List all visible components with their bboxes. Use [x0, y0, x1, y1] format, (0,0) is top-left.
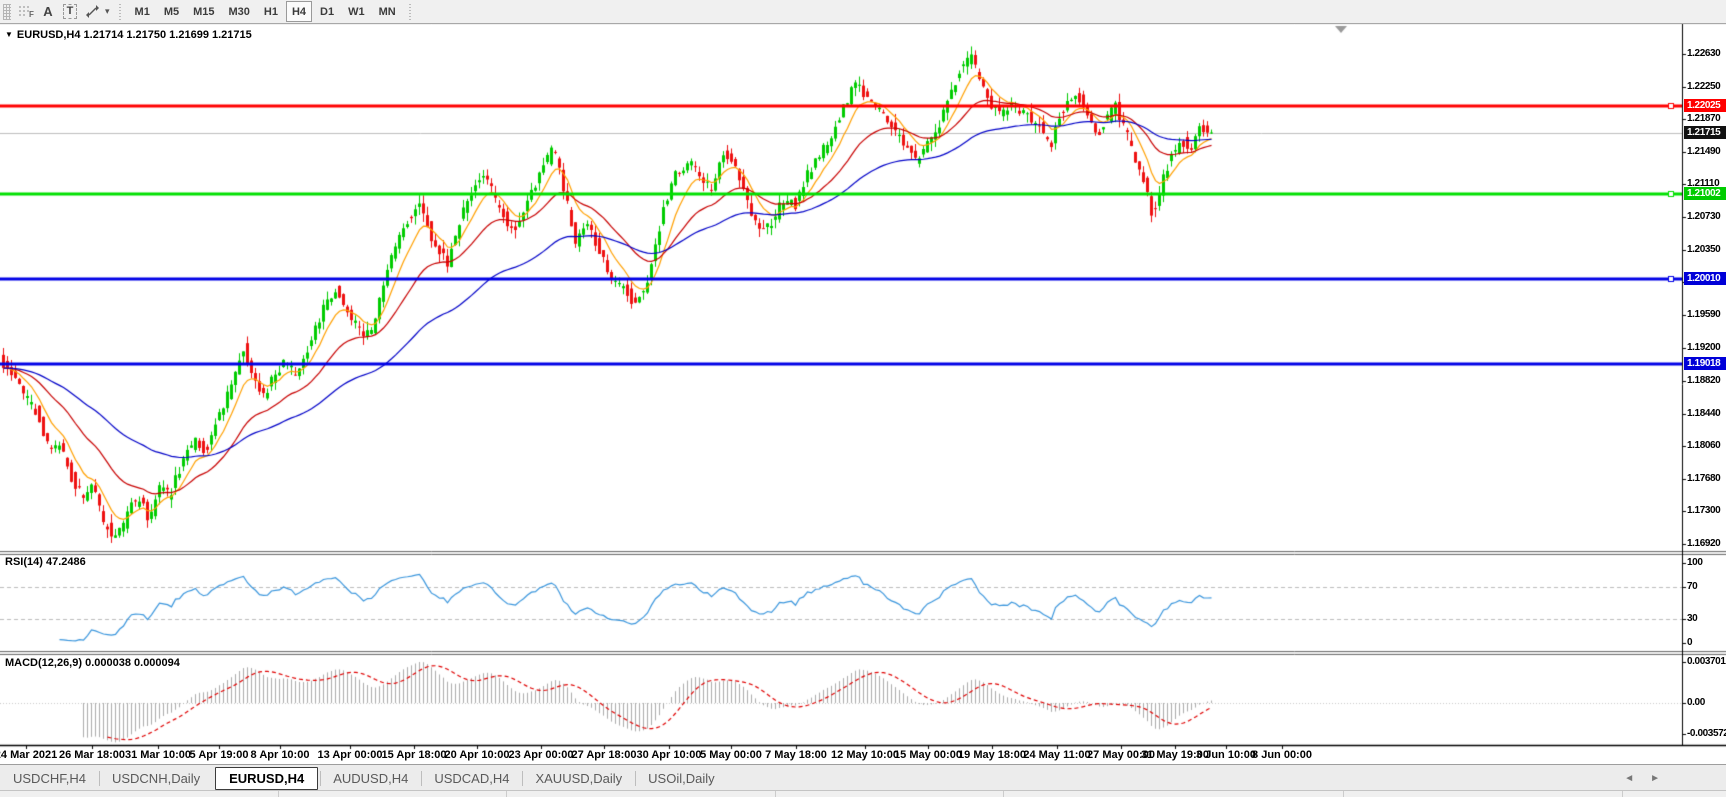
price-tick-label: 1.18060 — [1687, 440, 1721, 452]
tab-scroll-right-icon[interactable]: ► — [1650, 772, 1660, 784]
price-tick-label: 1.22630 — [1687, 48, 1721, 59]
time-axis-label: 31 Mar 10:00 — [124, 749, 192, 761]
status-strip-separator — [775, 791, 776, 797]
price-tick-label: 1.22250 — [1687, 80, 1721, 92]
time-axis-label: 13 Apr 00:00 — [317, 749, 383, 761]
time-axis-label: 5 Apr 19:00 — [189, 749, 249, 761]
time-axis-label: 8 Apr 10:00 — [250, 749, 310, 761]
time-axis-label: 24 May 11:00 — [1023, 749, 1091, 761]
rsi-tick-label: 30 — [1687, 613, 1698, 624]
rsi-tick-label: 0 — [1687, 637, 1693, 648]
chart-tab-usdchf[interactable]: USDCHF,H4 — [13, 770, 86, 786]
rsi-tick-label: 70 — [1687, 581, 1698, 592]
time-axis-label: 26 Mar 18:00 — [58, 749, 126, 761]
status-strip-separator — [1003, 791, 1004, 797]
text-tool-t-icon[interactable]: T — [59, 2, 81, 22]
timeframe-button-m1[interactable]: M1 — [134, 5, 150, 18]
label-a-icon[interactable]: A — [43, 4, 53, 19]
timeframe-button-m5[interactable]: M5 — [163, 5, 180, 18]
price-tick-label: 1.21490 — [1687, 145, 1721, 157]
grid-f-icon[interactable]: F — [15, 2, 37, 22]
chart-tab-bar: USDCHF,H4 USDCNH,Daily EURUSD,H4 AUDUSD,H4 U… — [0, 764, 1726, 791]
price-tick-label: 1.17680 — [1687, 472, 1721, 484]
status-strip-separator — [506, 791, 507, 797]
price-tick-label: 1.21870 — [1687, 113, 1721, 125]
time-axis-label: 7 May 18:00 — [765, 749, 827, 761]
time-axis-label: 15 May 00:00 — [894, 749, 962, 761]
time-axis-label: 31 May 19:00 — [1141, 749, 1209, 761]
chart-tab-xauusd[interactable]: XAUUSD,Daily — [522, 766, 635, 791]
status-strip-separator — [1343, 791, 1344, 797]
toolbar-separator — [405, 3, 413, 20]
price-tick-label: 1.19590 — [1687, 308, 1721, 320]
price-tick-label: 1.20730 — [1687, 211, 1721, 223]
chart-title-text: EURUSD,H4 1.21714 1.21750 1.21699 1.2171… — [16, 29, 252, 41]
time-axis-label: 27 Apr 18:00 — [571, 749, 637, 761]
timeframe-button-h4[interactable]: H4 — [285, 1, 313, 22]
macd-tick-label: -0.003572 — [1687, 728, 1726, 739]
chart-tab-eurusd[interactable]: EURUSD,H4 — [215, 766, 319, 790]
time-axis-label: 19 May 18:00 — [958, 749, 1026, 761]
price-line-badge: 1.21715 — [1684, 126, 1726, 140]
diagonal-arrows-icon[interactable] — [81, 2, 103, 22]
timeframe-button-h1[interactable]: H1 — [263, 5, 278, 18]
grid-f-label: F — [29, 10, 34, 19]
text-tool-t-label: T — [62, 4, 78, 19]
price-tick-label: 1.21110 — [1687, 178, 1720, 190]
price-line-badge: 1.22025 — [1684, 99, 1726, 113]
tab-scroll-arrows: ◄ ► — [1624, 765, 1660, 791]
status-strip-separator — [278, 791, 279, 797]
time-axis-label: 23 Apr 00:00 — [508, 749, 574, 761]
time-axis-label: 12 May 10:00 — [831, 749, 899, 761]
price-line-badge: 1.20010 — [1684, 272, 1726, 286]
price-tick-label: 1.16920 — [1687, 538, 1721, 549]
timeframe-button-m30[interactable]: M30 — [228, 5, 250, 18]
tab-scroll-left-icon[interactable]: ◄ — [1624, 772, 1635, 784]
timeframe-group: M1 M5 M15 M30 H1 H4 D1 W1 MN — [129, 1, 402, 22]
rsi-label: RSI(14) 47.2486 — [5, 556, 86, 568]
timeframe-button-d1[interactable]: D1 — [320, 5, 335, 18]
price-tick-label: 1.19200 — [1687, 342, 1721, 354]
price-tick-label: 1.18820 — [1687, 374, 1721, 386]
price-tick-label: 1.17300 — [1687, 505, 1721, 517]
timeframe-button-mn[interactable]: MN — [378, 5, 396, 18]
macd-label: MACD(12,26,9) 0.000038 0.000094 — [5, 657, 180, 669]
toolbar: F A T ▾ M1 M5 M15 M30 H1 H4 D1 W1 MN — [0, 0, 1726, 24]
time-axis-label: 15 Apr 18:00 — [381, 749, 447, 761]
time-axis-label: 27 May 00:00 — [1087, 749, 1155, 761]
time-axis-label: 20 Apr 10:00 — [444, 749, 510, 761]
price-tick-label: 1.18440 — [1687, 407, 1721, 419]
time-axis-label: 5 May 00:00 — [700, 749, 762, 761]
diagonal-arrows-glyph — [85, 5, 99, 18]
toolbar-separator — [115, 3, 123, 20]
status-strip — [0, 790, 1726, 797]
chart-tab-usdcnh[interactable]: USDCNH,Daily — [98, 766, 213, 791]
price-tick-label: 1.20350 — [1687, 243, 1721, 255]
status-strip-separator — [1622, 791, 1623, 797]
time-axis-label: 8 Jun 00:00 — [1252, 749, 1312, 761]
chart-tab-usdcad[interactable]: USDCAD,H4 — [421, 766, 522, 791]
time-axis-label: 30 Apr 10:00 — [636, 749, 702, 761]
symbol-dropdown-icon[interactable]: ▼ — [5, 30, 13, 39]
timeframe-button-m15[interactable]: M15 — [193, 5, 215, 18]
price-line-badge: 1.21002 — [1684, 187, 1726, 201]
toolbar-grip-icon[interactable] — [3, 3, 11, 20]
chart-title: ▼ EURUSD,H4 1.21714 1.21750 1.21699 1.217… — [5, 29, 252, 41]
grid-dots-icon — [19, 6, 29, 16]
timeframe-button-w1[interactable]: W1 — [348, 5, 365, 18]
time-axis-label: 24 Mar 2021 — [0, 749, 58, 761]
chart-tab-usoil[interactable]: USOil,Daily — [635, 766, 727, 791]
time-axis-label: 3 Jun 10:00 — [1196, 749, 1256, 761]
macd-tick-label: 0.003701 — [1687, 656, 1726, 667]
rsi-tick-label: 100 — [1687, 557, 1703, 568]
macd-tick-label: 0.00 — [1687, 697, 1705, 708]
dropdown-caret-icon[interactable]: ▾ — [105, 6, 110, 16]
chart-tab-audusd[interactable]: AUDUSD,H4 — [320, 766, 421, 791]
price-line-badge: 1.19018 — [1684, 357, 1726, 371]
